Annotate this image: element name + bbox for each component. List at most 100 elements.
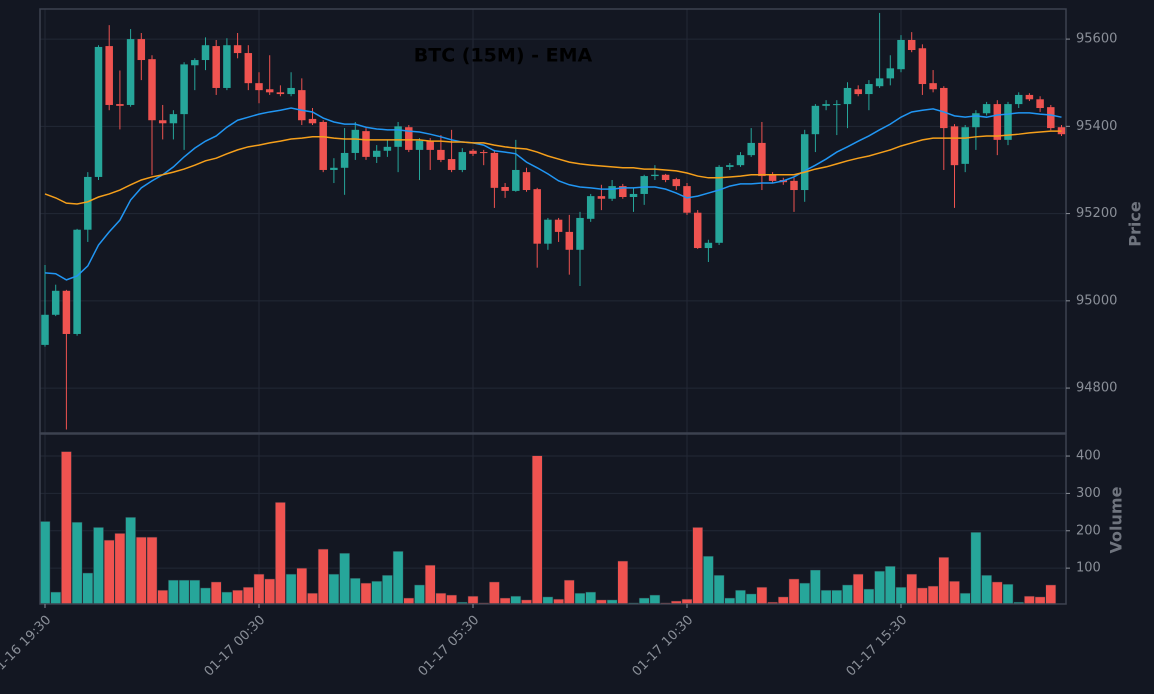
volume-bar bbox=[799, 582, 811, 605]
volume-bar bbox=[1045, 584, 1057, 605]
volume-bar bbox=[703, 555, 714, 605]
candle-body bbox=[308, 118, 317, 124]
candle-body bbox=[897, 39, 905, 70]
volume-bar bbox=[93, 527, 104, 605]
price-axis-label: Price bbox=[1126, 201, 1145, 247]
candle-body bbox=[833, 104, 841, 106]
y-tick-label: 100 bbox=[1076, 561, 1101, 576]
volume-bar bbox=[874, 570, 885, 605]
ema-line bbox=[44, 107, 1062, 281]
volume-bar bbox=[617, 560, 629, 605]
candle-body bbox=[629, 193, 638, 198]
candle-body bbox=[800, 134, 809, 191]
candle-body bbox=[212, 46, 220, 88]
candle-body bbox=[158, 120, 167, 124]
volume-bar bbox=[264, 578, 275, 605]
candle-body bbox=[405, 127, 413, 150]
volume-bar bbox=[232, 589, 243, 605]
volume-bar bbox=[885, 566, 896, 605]
volume-bar bbox=[863, 588, 875, 605]
candle-body bbox=[469, 150, 477, 154]
volume-bar bbox=[317, 548, 329, 605]
volume-bar bbox=[564, 579, 575, 605]
candle-body bbox=[576, 217, 584, 250]
volume-bar bbox=[745, 593, 757, 605]
volume-bar bbox=[360, 582, 372, 605]
candle-body bbox=[522, 172, 531, 191]
volume-bar bbox=[136, 536, 147, 605]
volume-bar bbox=[210, 581, 222, 605]
volume-bar bbox=[221, 591, 233, 605]
volume-bar bbox=[435, 592, 447, 605]
volume-bar bbox=[178, 579, 190, 605]
price-panel-frame bbox=[39, 8, 1067, 434]
candle-body bbox=[554, 219, 563, 232]
candle-body bbox=[255, 83, 263, 91]
volume-bar bbox=[61, 451, 72, 605]
candle-body bbox=[907, 39, 916, 51]
volume-bar bbox=[371, 580, 382, 605]
candle-body bbox=[768, 174, 777, 181]
candle-body bbox=[865, 84, 873, 95]
volume-bar bbox=[510, 595, 522, 605]
candle-body bbox=[940, 87, 948, 129]
candle-body bbox=[276, 92, 285, 95]
candle-body bbox=[479, 152, 488, 154]
volume-bar bbox=[424, 564, 436, 605]
candle-body bbox=[287, 87, 295, 95]
candle-body bbox=[437, 149, 445, 160]
volume-panel-frame bbox=[39, 433, 1067, 605]
candle-body bbox=[105, 46, 113, 105]
candle-body bbox=[223, 45, 231, 88]
volume-bar bbox=[50, 591, 62, 605]
candle-body bbox=[512, 169, 520, 191]
volume-bar bbox=[499, 597, 511, 605]
candle-body bbox=[1036, 99, 1044, 109]
candle-body bbox=[758, 142, 766, 177]
candle-body bbox=[458, 152, 467, 170]
candle-body bbox=[982, 104, 991, 114]
candle-body bbox=[319, 121, 327, 170]
volume-bar bbox=[414, 584, 425, 605]
candle-body bbox=[586, 196, 595, 219]
candle-body bbox=[608, 186, 616, 199]
volume-bar bbox=[959, 592, 971, 605]
volume-bar bbox=[756, 586, 768, 605]
volume-bar bbox=[243, 586, 254, 605]
volume-bar bbox=[992, 581, 1003, 605]
candle-body bbox=[426, 140, 434, 150]
candle-body bbox=[544, 219, 552, 244]
candle-body bbox=[41, 314, 49, 345]
y-tick-label: 95400 bbox=[1076, 119, 1117, 134]
candle-body bbox=[565, 231, 574, 250]
volume-bar bbox=[778, 596, 789, 605]
volume-bar bbox=[724, 597, 736, 605]
volume-bar bbox=[146, 536, 158, 605]
volume-bar bbox=[392, 551, 404, 605]
volume-bar bbox=[917, 587, 928, 605]
candle-body bbox=[886, 68, 895, 79]
volume-bar bbox=[71, 521, 83, 605]
candle-body bbox=[683, 186, 691, 213]
volume-axis-label: Volume bbox=[1107, 486, 1126, 553]
candle-body bbox=[351, 129, 360, 153]
volume-bar bbox=[649, 594, 661, 605]
volume-bar bbox=[852, 573, 864, 605]
volume-bar bbox=[253, 573, 265, 605]
candle-body bbox=[1004, 104, 1012, 140]
candle-body bbox=[415, 140, 424, 150]
candle-body bbox=[84, 176, 92, 230]
volume-bar bbox=[1034, 596, 1046, 605]
y-tick-label: 94800 bbox=[1076, 381, 1117, 396]
volume-bar bbox=[981, 574, 992, 605]
volume-bar bbox=[831, 589, 843, 605]
candle-body bbox=[693, 212, 702, 249]
candle-body bbox=[597, 196, 606, 199]
candle-body bbox=[394, 126, 402, 147]
candle-body bbox=[148, 59, 156, 121]
candle-body bbox=[822, 104, 830, 106]
candle-body bbox=[126, 39, 135, 105]
candle-body bbox=[73, 229, 81, 334]
